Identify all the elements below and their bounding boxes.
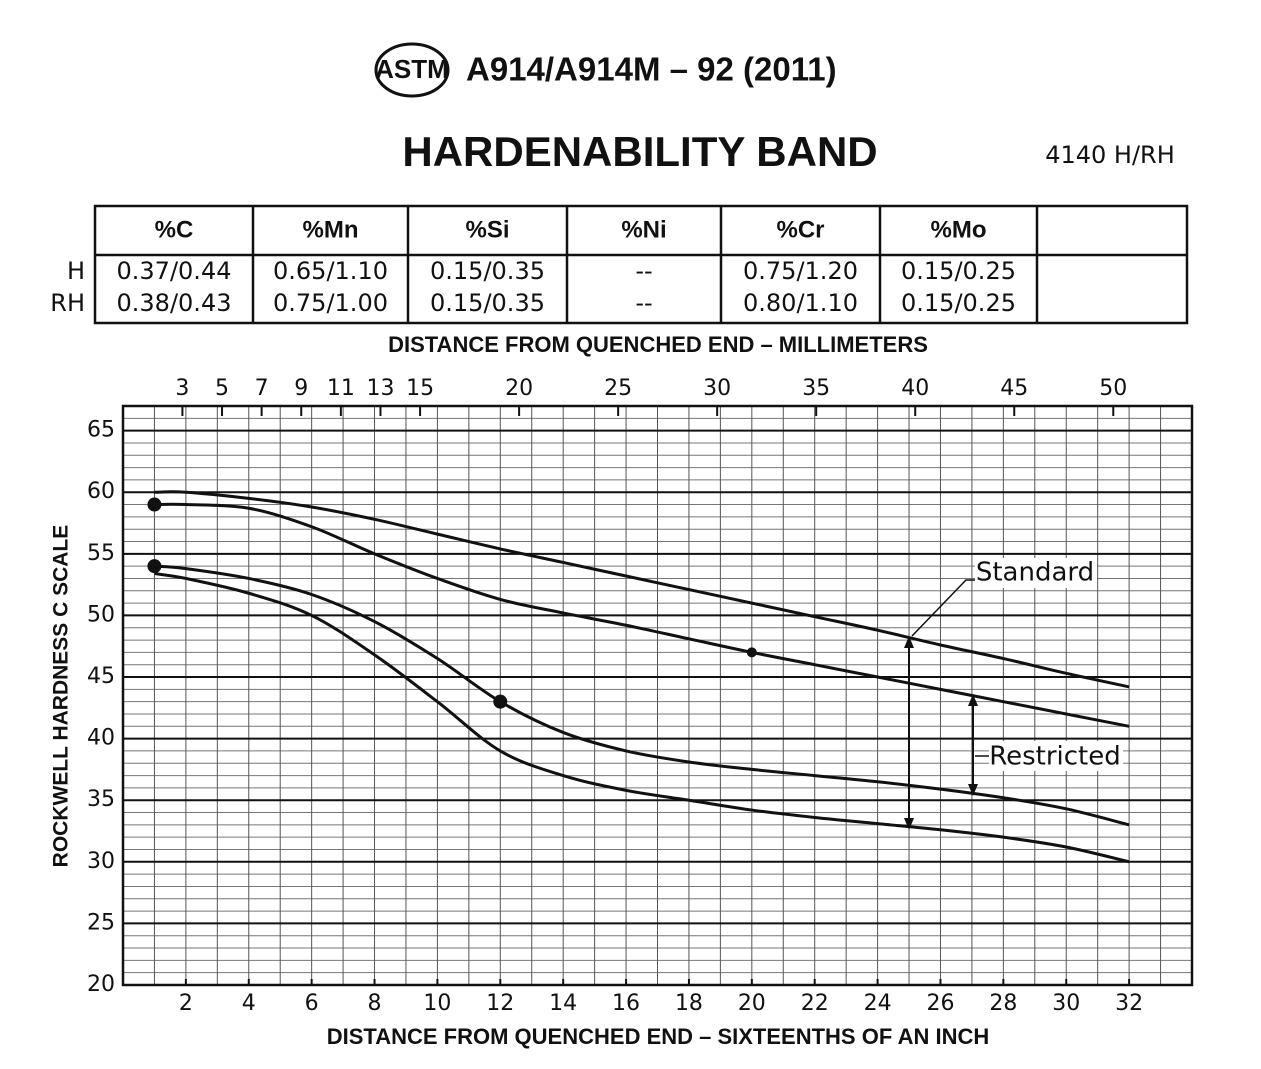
x-axis-title: DISTANCE FROM QUENCHED END – SIXTEENTHS … xyxy=(327,1024,989,1049)
x2-tick-label: 40 xyxy=(901,376,929,401)
table-cell: -- xyxy=(635,257,652,285)
x2-tick-label: 3 xyxy=(175,376,189,401)
x2-tick-label: 11 xyxy=(327,376,355,401)
y-tick-label: 35 xyxy=(87,787,115,812)
x-tick-label: 4 xyxy=(242,991,256,1016)
y-tick-label: 30 xyxy=(87,849,115,874)
column-header: %Cr xyxy=(776,216,824,243)
curve xyxy=(154,572,1130,864)
y-tick-label: 25 xyxy=(87,910,115,935)
row-label: RH xyxy=(50,289,85,317)
composition-table: %C %Mn %Si %Ni %Cr %Mo H 0.37/0.44 0.65/1.10 0.15… xyxy=(50,204,1189,325)
table-cell: 0.15/0.35 xyxy=(430,289,545,317)
control-point xyxy=(147,559,162,574)
table-cell: 0.15/0.25 xyxy=(901,257,1016,285)
column-header: %Ni xyxy=(621,216,666,243)
y-tick-label: 65 xyxy=(87,418,115,443)
x-tick-label: 10 xyxy=(423,991,451,1016)
designation: A914/A914M – 92 (2011) xyxy=(466,51,837,88)
curve xyxy=(154,564,1130,827)
row-label: H xyxy=(67,257,85,285)
title: HARDENABILITY BAND xyxy=(402,128,877,175)
grade: 4140 H/RH xyxy=(1045,141,1175,169)
x-tick-label: 20 xyxy=(738,991,766,1016)
x2-tick-label: 15 xyxy=(406,376,434,401)
y-tick-label: 45 xyxy=(87,664,115,689)
table-cell: -- xyxy=(635,289,652,317)
x-tick-label: 32 xyxy=(1115,991,1143,1016)
control-point xyxy=(147,497,162,512)
curve xyxy=(154,502,1130,728)
x-tick-label: 30 xyxy=(1052,991,1080,1016)
y-tick-label: 20 xyxy=(87,972,115,997)
x-tick-label: 12 xyxy=(486,991,514,1016)
annotation: Standard xyxy=(976,558,1094,588)
x2-tick-label: 7 xyxy=(255,376,269,401)
logo: ASTM xyxy=(374,42,450,98)
x-tick-label: 2 xyxy=(179,991,193,1016)
table-cell: 0.65/1.10 xyxy=(273,257,388,285)
table-cell: 0.38/0.43 xyxy=(117,289,232,317)
y-tick-label: 40 xyxy=(87,726,115,751)
x-tick-label: 26 xyxy=(926,991,954,1016)
table-cell: 0.37/0.44 xyxy=(117,257,232,285)
x-tick-label: 18 xyxy=(675,991,703,1016)
x2-tick-label: 9 xyxy=(294,376,308,401)
table-cell: 0.75/1.00 xyxy=(273,289,388,317)
x-tick-label: 24 xyxy=(864,991,892,1016)
column-header: %Mn xyxy=(303,216,359,243)
y-axis-title: ROCKWELL HARDNESS C SCALE xyxy=(50,525,73,868)
x2-tick-label: 30 xyxy=(703,376,731,401)
x2-tick-label: 20 xyxy=(505,376,533,401)
y-tick-label: 60 xyxy=(87,479,115,504)
curve xyxy=(154,490,1130,689)
x-tick-label: 6 xyxy=(305,991,319,1016)
control-point xyxy=(746,647,757,658)
control-point xyxy=(493,694,508,709)
x-tick-label: 22 xyxy=(801,991,829,1016)
column-header: %C xyxy=(155,216,194,243)
plot-frame xyxy=(121,404,1194,987)
y-tick-label: 55 xyxy=(87,541,115,566)
table-cell: 0.15/0.25 xyxy=(901,289,1016,317)
x2-tick-label: 5 xyxy=(215,376,229,401)
x-tick-label: 28 xyxy=(989,991,1017,1016)
logo-text: ASTM xyxy=(375,54,449,84)
x-tick-label: 14 xyxy=(549,991,577,1016)
x2-tick-label: 45 xyxy=(1000,376,1028,401)
x2-axis-title: DISTANCE FROM QUENCHED END – MILLIMETERS xyxy=(388,332,928,357)
column-header: %Mo xyxy=(931,216,987,243)
y-tick-label: 50 xyxy=(87,602,115,627)
x2-tick-label: 35 xyxy=(802,376,830,401)
x-tick-label: 16 xyxy=(612,991,640,1016)
table-cell: 0.15/0.35 xyxy=(430,257,545,285)
x-tick-label: 8 xyxy=(368,991,382,1016)
annotation: Restricted xyxy=(989,742,1121,772)
x2-tick-label: 25 xyxy=(604,376,632,401)
x2-tick-label: 50 xyxy=(1099,376,1127,401)
table-cell: 0.80/1.10 xyxy=(743,289,858,317)
annotations: Standard Restricted xyxy=(904,558,1123,830)
column-header: %Si xyxy=(465,216,509,243)
x2-tick-label: 13 xyxy=(366,376,394,401)
table-cell: 0.75/1.20 xyxy=(743,257,858,285)
